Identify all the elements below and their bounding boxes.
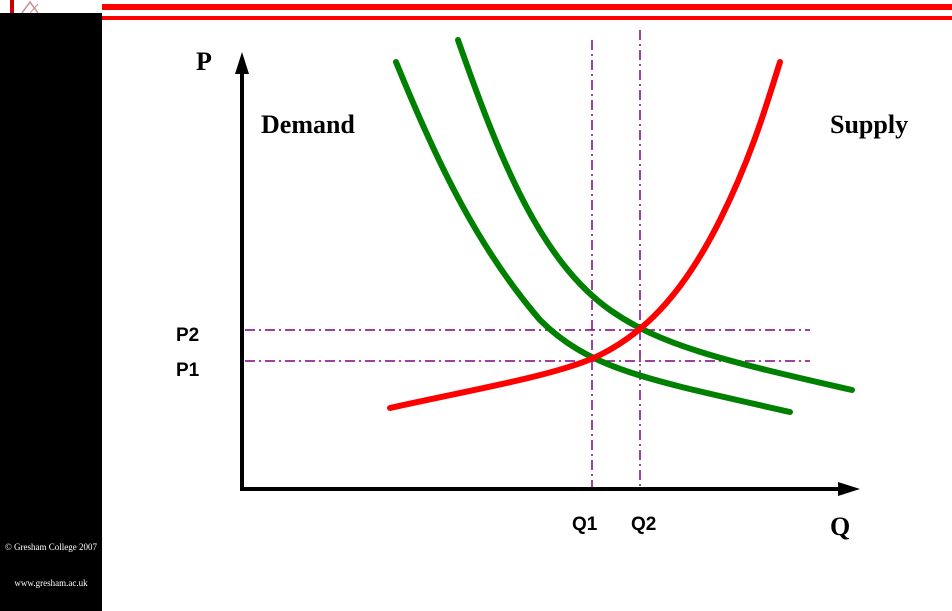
y-axis-arrow <box>235 52 249 74</box>
college-logo-mark <box>0 0 102 13</box>
x-axis-arrow <box>838 482 860 496</box>
supply-curve <box>387 59 783 411</box>
header-rule-bottom <box>102 16 952 20</box>
header-rule-top <box>102 4 952 10</box>
x-axis-label: Q <box>830 512 850 541</box>
p1-label: P1 <box>176 360 200 381</box>
website-text: www.gresham.ac.uk <box>14 578 88 588</box>
quantity-guides <box>591 30 641 488</box>
q1-label: Q1 <box>572 514 598 535</box>
sidebar <box>0 13 102 611</box>
price-guides <box>245 329 810 362</box>
y-axis-label: P <box>196 47 212 76</box>
demand-curve-1 <box>393 59 793 415</box>
demand-curve-2 <box>455 37 855 393</box>
supply-label: Supply <box>830 110 908 139</box>
q2-label: Q2 <box>631 514 656 535</box>
copyright-text: © Gresham College 2007 <box>4 542 98 552</box>
demand-label: Demand <box>261 110 355 139</box>
p2-label: P2 <box>176 325 199 346</box>
